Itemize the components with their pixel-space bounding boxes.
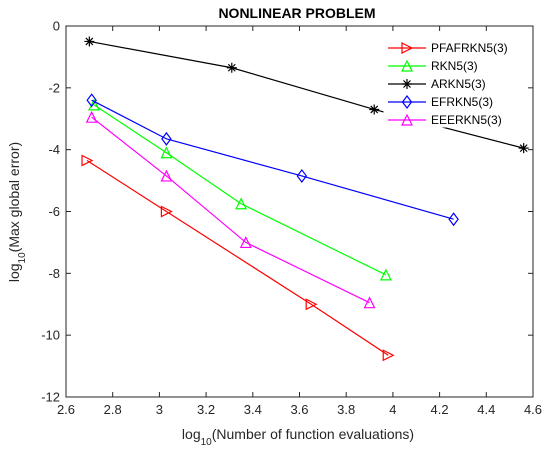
data-point [226,62,237,73]
legend-label: ARKN5(3) [431,77,486,91]
data-point [161,131,172,146]
series-rkn5-3 [88,98,392,281]
y-tick-label: -4 [48,142,60,157]
data-point [382,349,395,362]
data-point [86,93,97,108]
data-point [85,110,98,123]
data-point [379,268,392,281]
series-arkn5-3 [84,36,529,154]
x-axis-label: log10(Number of function evaluations) [182,426,414,448]
legend-item: EEERKN5(3) [388,113,502,127]
x-tick-label: 3.8 [337,402,355,417]
series-efrkn5-3 [86,93,459,227]
y-tick-label: -2 [48,80,60,95]
chart-title: NONLINEAR PROBLEM [218,5,375,21]
legend-item: PFAFRKN5(3) [388,41,508,55]
series-eeerkn5-3 [85,110,376,309]
legend-label: PFAFRKN5(3) [431,41,508,55]
data-point [363,296,376,309]
x-tick-label: 4.4 [477,402,495,417]
legend-item: EFRKN5(3) [388,95,493,109]
y-tick-label: -6 [48,204,60,219]
x-tick-label: 3.4 [244,402,262,417]
legend-item: RKN5(3) [388,59,478,73]
legend-item: ARKN5(3) [388,77,486,91]
series-line [91,116,370,304]
y-tick-label: -8 [48,266,60,281]
legend-marker [402,79,412,89]
legend-marker [401,95,413,109]
legend: PFAFRKN5(3) RKN5(3) ARKN5(3) EFRKN5(3) EEERK… [383,33,528,128]
x-tick-label: 3.6 [290,402,308,417]
legend-label: RKN5(3) [431,59,478,73]
x-tick-label: 3.2 [197,402,215,417]
series-pfafrkn5-3 [81,154,395,362]
data-point [239,236,252,249]
series-line [91,99,454,220]
data-point [448,212,459,227]
series-line [89,40,524,149]
data-point [81,154,94,167]
x-tick-label: 4 [389,402,396,417]
data-point [160,146,173,159]
legend-marker [401,59,413,72]
data-point [235,197,248,210]
data-point [160,205,173,218]
x-tick-label: 3 [156,402,163,417]
legend-label: EEERKN5(3) [431,113,502,127]
legend-label: EFRKN5(3) [431,95,493,109]
y-tick-label: -12 [41,390,60,405]
data-point [305,298,318,311]
data-point [296,168,308,183]
y-axis-label: log10(Max global error) [6,142,28,282]
axis-ticks: 2.6 2.8 3 3.2 3.4 3.6 3.8 4 4.2 4.4 4.6 -12 -10 -8 -6 -… [41,19,542,418]
data-point [84,36,95,47]
x-tick-label: 4.2 [431,402,449,417]
x-tick-label: 4.6 [524,402,542,417]
y-tick-label: 0 [53,19,60,34]
legend-marker [401,113,413,126]
data-point [88,98,100,111]
y-tick-label: -10 [41,328,60,343]
series-layer [81,36,529,362]
series-line [93,104,387,276]
data-point [160,169,173,182]
legend-marker [401,42,414,54]
data-point [369,104,380,115]
series-line [86,159,389,356]
data-point [518,143,529,154]
x-tick-label: 2.6 [57,402,75,417]
x-tick-label: 2.8 [104,402,122,417]
